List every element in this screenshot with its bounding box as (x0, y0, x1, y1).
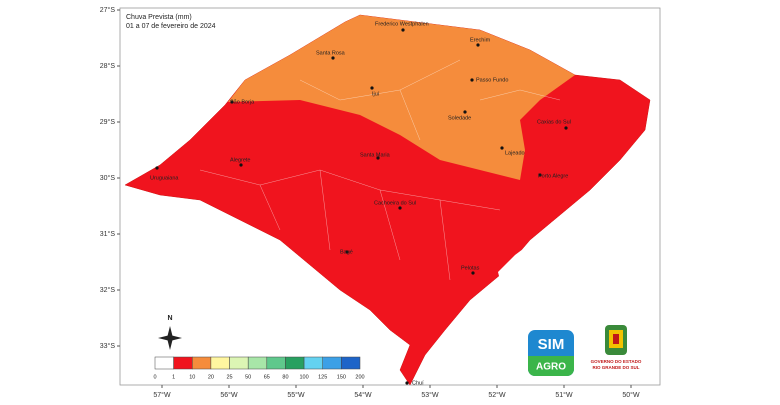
lon-label: 57°W (153, 391, 171, 399)
lon-label: 52°W (488, 391, 506, 399)
lat-label: 29°S (100, 118, 116, 126)
legend-swatch (229, 356, 249, 370)
city-label: Alegrete (230, 157, 251, 163)
legend-label: 25 (226, 374, 232, 380)
legend-label: 0 (153, 374, 156, 380)
legend-swatch (192, 356, 212, 370)
map-subtitle: 01 a 07 de fevereiro de 2024 (126, 23, 216, 30)
north-label: N (167, 315, 172, 322)
legend-swatch (247, 356, 268, 370)
legend-swatch (210, 356, 230, 370)
map-title: Chuva Prevista (mm) (126, 14, 192, 21)
city-dot (239, 163, 243, 167)
legend-label: 65 (264, 374, 270, 380)
legend-label: 10 (189, 374, 195, 380)
city-dot (376, 156, 380, 160)
city-dot (471, 271, 475, 275)
gov-line: RIO GRANDE DO SUL (592, 365, 639, 370)
municipal-borders (199, 59, 561, 281)
compass: N (158, 315, 182, 350)
legend-swatch (154, 356, 174, 370)
lat-label: 33°S (100, 342, 116, 350)
legend-label: 20 (208, 374, 214, 380)
lon-label: 56°W (220, 391, 238, 399)
legend-label: 1 (172, 374, 175, 380)
lat-label: 27°S (100, 6, 116, 14)
legend-label: 80 (282, 374, 288, 380)
city-dot (331, 56, 335, 60)
rain-region-orange (228, 15, 575, 180)
lagoon (498, 218, 560, 280)
city-label: Porto Alegre (538, 173, 568, 179)
lat-label: 32°S (100, 286, 116, 294)
city-label: Ijuí (372, 91, 380, 97)
city-label: Frederico Westphalen (375, 21, 429, 27)
legend-swatch (266, 356, 286, 370)
city-dot (538, 173, 542, 177)
lat-label: 28°S (100, 62, 116, 70)
city-label: Erechim (470, 37, 491, 43)
lon-label: 54°W (354, 391, 372, 399)
lat-label: 31°S (100, 230, 116, 238)
city-dot (401, 28, 405, 32)
city-dot (500, 146, 504, 150)
lon-label: 55°W (287, 391, 305, 399)
lon-label: 53°W (421, 391, 439, 399)
city-dot (155, 166, 159, 170)
city-label: Santa Rosa (316, 50, 346, 56)
legend-label: 200 (355, 374, 364, 380)
logo-sim: SIM (538, 336, 565, 353)
legend-swatch (285, 356, 305, 370)
logo-agro: AGRO (536, 362, 566, 373)
city-dot (405, 381, 409, 385)
city-dot (398, 206, 402, 210)
legend-swatch (322, 356, 342, 370)
city-dot (230, 100, 234, 104)
sim-agro-logo: SIM AGRO (528, 330, 574, 376)
legend-label: 50 (245, 374, 251, 380)
lon-label: 51°W (555, 391, 573, 399)
city-label: Lajeado (505, 150, 525, 156)
city-label: Uruguaiana (150, 175, 179, 181)
legend-label: 125 (318, 374, 327, 380)
city-label: São Borja (230, 99, 255, 105)
city-label: Santa Maria (360, 152, 391, 158)
lon-label: 50°W (622, 391, 640, 399)
city-label: Soledade (448, 115, 471, 121)
city-dot (476, 43, 480, 47)
government-logo: GOVERNO DO ESTADO RIO GRANDE DO SUL (591, 325, 642, 370)
legend-swatch (341, 356, 361, 370)
legend-label: 150 (337, 374, 346, 380)
city-label: Chuí (412, 380, 424, 386)
city-dot (470, 78, 474, 82)
city-label: Cachoeira do Sul (374, 200, 416, 206)
legend-swatch (303, 356, 323, 370)
city-dot (345, 250, 349, 254)
city-dot (463, 110, 467, 114)
lat-label: 30°S (100, 174, 116, 182)
gov-line: GOVERNO DO ESTADO (591, 359, 642, 364)
city-label: Caxias do Sul (537, 119, 571, 125)
legend-swatch (173, 356, 193, 370)
legend-label: 100 (299, 374, 308, 380)
lagoon (440, 312, 465, 345)
city-label: Passo Fundo (476, 77, 508, 83)
city-label: Pelotas (461, 265, 480, 271)
city-label: Bagé (340, 249, 353, 255)
city-dot (370, 86, 374, 90)
city-dot (564, 126, 568, 130)
